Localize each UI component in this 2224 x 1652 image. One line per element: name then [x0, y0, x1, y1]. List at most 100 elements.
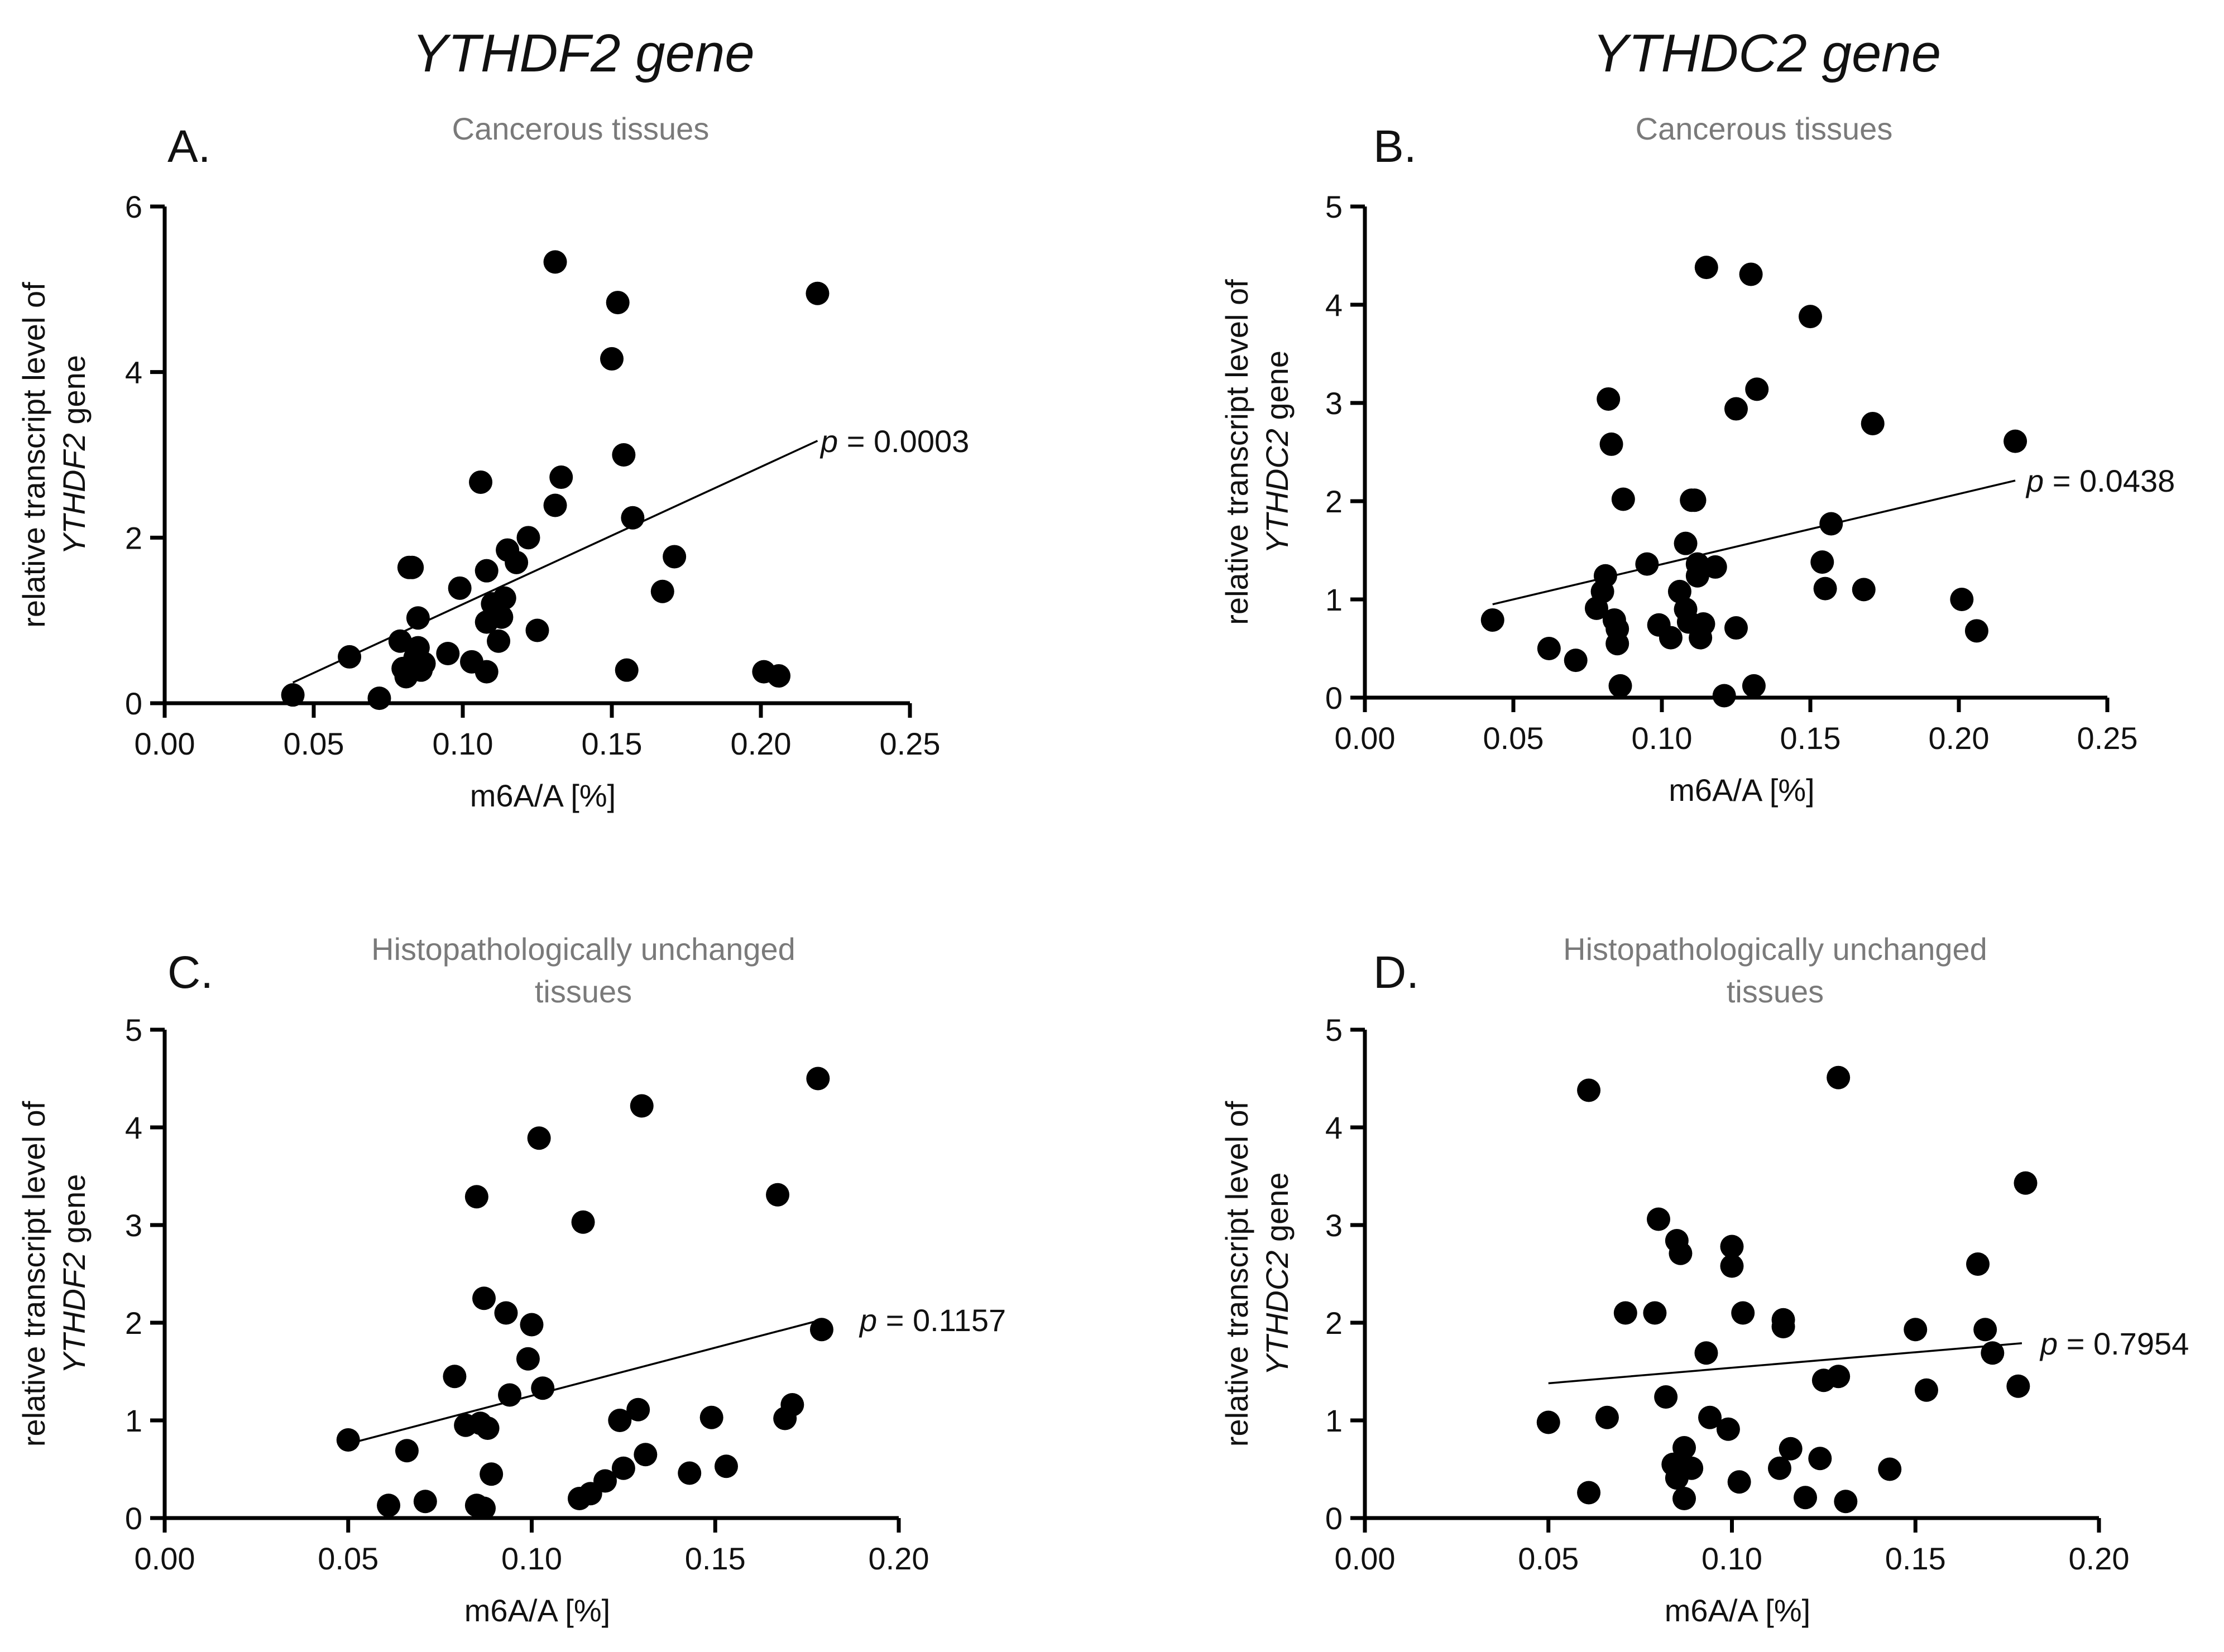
data-point	[1973, 1318, 1997, 1342]
p-value-text: = 0.0438	[2044, 463, 2175, 498]
y-axis-label-line1: relative transcript level of	[16, 282, 51, 628]
data-point	[621, 506, 645, 530]
data-point	[600, 347, 624, 371]
y-tick-label: 1	[1325, 1403, 1343, 1438]
y-axis-label-line2: YTHDF2 gene	[56, 355, 92, 555]
data-point	[809, 1318, 833, 1342]
data-point	[1611, 487, 1635, 511]
data-point	[487, 629, 511, 653]
y-axis-label-line2: YTHDC2 gene	[1259, 350, 1295, 554]
data-point	[1827, 1365, 1851, 1389]
data-point	[469, 470, 493, 494]
data-point	[1767, 1456, 1791, 1480]
chart-subtitle: Histopathologically unchanged	[371, 931, 795, 967]
y-tick-label: 2	[125, 1305, 142, 1341]
y-tick-label: 5	[125, 1012, 142, 1048]
data-point	[336, 1428, 360, 1452]
data-point	[780, 1393, 804, 1416]
data-point	[1537, 637, 1561, 660]
data-point	[492, 586, 516, 610]
chart-subtitle: Histopathologically unchanged	[1563, 931, 1987, 967]
data-point	[474, 559, 499, 583]
x-axis-label: m6A/A [%]	[1665, 1593, 1810, 1628]
data-point	[1779, 1437, 1803, 1461]
x-tick-label: 0.00	[1335, 1541, 1396, 1576]
x-tick-label: 0.20	[731, 726, 792, 761]
data-point	[472, 1496, 496, 1520]
y-axis-gene-name: YTHDF2	[56, 433, 92, 555]
data-point	[1694, 1341, 1718, 1365]
chart-panel-c: C. Histopathologically unchanged tissues 0.…	[16, 931, 1006, 1628]
y-axis-gene-suffix: gene	[56, 1174, 92, 1252]
data-point	[714, 1454, 738, 1478]
data-point	[806, 281, 830, 305]
data-point	[612, 443, 636, 467]
data-point	[281, 683, 305, 707]
y-tick-label: 2	[1325, 1305, 1343, 1341]
data-point	[1950, 588, 1974, 611]
x-axis-label: m6A/A [%]	[1669, 772, 1814, 808]
x-tick-label: 0.20	[869, 1541, 929, 1576]
y-axis-label-line1: relative transcript level of	[16, 1101, 51, 1447]
data-point	[1685, 564, 1709, 588]
y-tick-label: 3	[125, 1208, 142, 1243]
data-point	[1698, 1405, 1722, 1429]
x-tick-label: 0.00	[135, 726, 195, 761]
x-axis-label: m6A/A [%]	[464, 1593, 610, 1628]
x-tick-label: 0.10	[1701, 1541, 1762, 1576]
x-tick-label: 0.00	[135, 1541, 195, 1576]
data-point	[1914, 1378, 1938, 1402]
data-point	[388, 629, 412, 653]
y-axis-gene-name: YTHDC2	[1259, 1251, 1295, 1376]
data-point	[1647, 1207, 1670, 1231]
data-point	[367, 686, 391, 710]
data-point	[678, 1461, 702, 1485]
data-point	[2014, 1171, 2038, 1195]
data-point	[1595, 1405, 1619, 1429]
x-tick-label: 0.15	[685, 1541, 746, 1576]
data-point	[1799, 305, 1822, 329]
data-point	[1716, 1417, 1740, 1441]
data-point	[1608, 674, 1632, 698]
chart-panel-a: A. Cancerous tissues 0.00 0.05 0.10 0.15 0.20 0…	[16, 111, 969, 813]
y-tick-label: 0	[1325, 680, 1343, 715]
data-point	[1731, 1301, 1755, 1325]
regression-line	[1492, 479, 2016, 606]
data-point	[1577, 1078, 1601, 1102]
data-point	[531, 1376, 555, 1400]
data-point	[608, 1409, 632, 1432]
data-point	[494, 1301, 518, 1325]
x-tick-label: 0.15	[1885, 1541, 1946, 1576]
data-point	[806, 1067, 830, 1091]
data-point	[516, 1347, 540, 1371]
data-point	[1577, 1481, 1601, 1505]
data-point	[1720, 1235, 1744, 1259]
data-point	[1827, 1065, 1851, 1089]
x-axis-label: m6A/A [%]	[470, 778, 616, 813]
data-point	[2006, 1374, 2030, 1398]
y-tick-label: 2	[1325, 484, 1343, 519]
chart-subtitle: Cancerous tissues	[1636, 111, 1893, 146]
data-point	[1635, 552, 1659, 576]
p-value-text: = 0.7954	[2058, 1326, 2189, 1361]
data-point	[1819, 512, 1843, 536]
data-point	[593, 1469, 617, 1493]
data-point	[1739, 262, 1763, 286]
x-tick-label: 0.05	[1518, 1541, 1579, 1576]
data-point	[516, 526, 540, 550]
data-point	[1694, 256, 1718, 280]
data-point	[490, 605, 514, 629]
data-point	[1659, 626, 1683, 650]
y-axis-gene-suffix: gene	[1259, 350, 1295, 429]
panel-label: D.	[1373, 947, 1419, 998]
chart-subtitle: Cancerous tissues	[452, 111, 710, 146]
data-point	[1981, 1341, 2005, 1365]
data-point	[1674, 531, 1698, 555]
data-point	[527, 1126, 551, 1150]
data-point	[766, 1183, 790, 1207]
p-symbol: p	[819, 424, 838, 459]
data-point	[626, 1398, 650, 1422]
regression-line	[292, 440, 818, 684]
x-tick-label: 0.10	[1632, 721, 1693, 756]
